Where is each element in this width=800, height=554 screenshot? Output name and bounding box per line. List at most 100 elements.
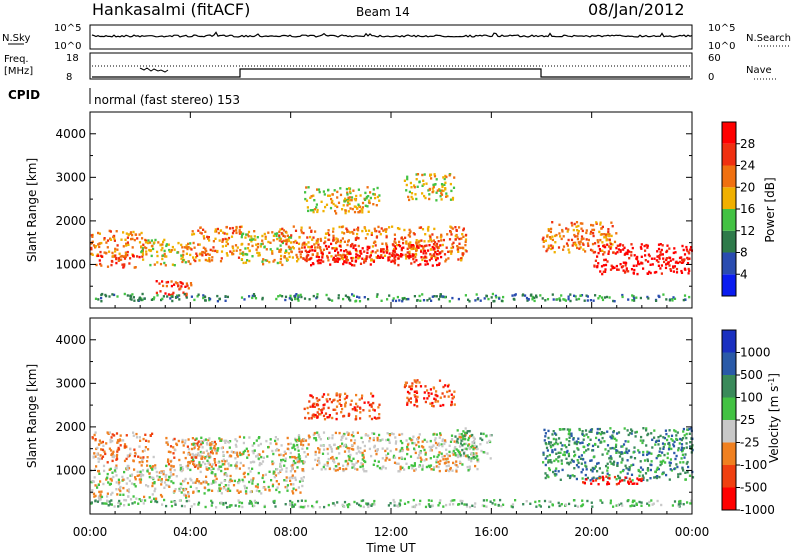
heatmap-cell — [632, 451, 635, 454]
heatmap-cell — [249, 499, 252, 503]
heatmap-cell — [235, 467, 238, 470]
heatmap-cell — [433, 455, 436, 458]
heatmap-cell — [322, 393, 326, 396]
heatmap-cell — [581, 229, 584, 233]
heatmap-cell — [248, 480, 251, 484]
heatmap-cell — [161, 243, 164, 246]
heatmap-cell — [524, 294, 527, 297]
heatmap-cell — [601, 471, 604, 474]
heatmap-cell — [395, 440, 398, 443]
heatmap-cell — [468, 465, 471, 468]
heatmap-cell — [197, 480, 201, 483]
heatmap-cell — [494, 503, 497, 506]
heatmap-cell — [619, 249, 622, 252]
heatmap-cell — [418, 445, 421, 448]
heatmap-cell — [602, 253, 605, 256]
heatmap-cell — [356, 468, 359, 471]
heatmap-cell — [577, 224, 580, 228]
heatmap-cell — [296, 297, 299, 301]
heatmap-cell — [352, 294, 355, 297]
heatmap-cell — [321, 408, 324, 411]
heatmap-cell — [101, 292, 104, 296]
heatmap-cell — [669, 256, 672, 260]
heatmap-cell — [227, 487, 230, 490]
heatmap-cell — [407, 195, 410, 199]
heatmap-cell — [218, 465, 221, 468]
heatmap-cell — [444, 439, 447, 442]
heatmap-cell — [686, 262, 690, 265]
heatmap-cell — [119, 255, 122, 258]
heatmap-cell — [203, 439, 206, 442]
heatmap-cell — [451, 198, 454, 201]
heatmap-cell — [633, 499, 636, 503]
heatmap-cell — [589, 428, 592, 432]
heatmap-cell — [591, 470, 594, 473]
heatmap-cell — [420, 244, 423, 248]
heatmap-cell — [97, 457, 100, 460]
heatmap-cell — [286, 489, 289, 492]
heatmap-cell — [426, 262, 429, 266]
heatmap-cell — [382, 229, 385, 232]
heatmap-cell — [217, 447, 220, 450]
heatmap-cell — [466, 465, 469, 469]
heatmap-cell — [168, 248, 171, 252]
colorbar-tick-label: -1000 — [740, 503, 775, 517]
heatmap-cell — [674, 261, 677, 264]
heatmap-cell — [172, 291, 175, 295]
heatmap-cell — [648, 500, 651, 504]
heatmap-cell — [258, 251, 261, 255]
heatmap-cell — [688, 427, 691, 431]
heatmap-cell — [552, 430, 555, 433]
heatmap-cell — [260, 492, 263, 495]
heatmap-cell — [208, 257, 211, 260]
heatmap-cell — [308, 437, 311, 440]
heatmap-cell — [170, 466, 173, 469]
heatmap-cell — [588, 430, 591, 433]
heatmap-cell — [557, 460, 560, 463]
heatmap-cell — [210, 499, 213, 503]
heatmap-cell — [197, 293, 200, 296]
heatmap-cell — [332, 227, 335, 230]
heatmap-cell — [542, 453, 545, 456]
heatmap-cell — [387, 438, 390, 441]
heatmap-cell — [222, 502, 225, 505]
heatmap-cell — [220, 439, 223, 442]
heatmap-cell — [393, 260, 396, 263]
heatmap-cell — [419, 385, 423, 388]
heatmap-cell — [161, 503, 164, 506]
heatmap-cell — [686, 249, 689, 253]
heatmap-cell — [226, 254, 229, 257]
heatmap-cell — [437, 444, 440, 447]
heatmap-cell — [650, 499, 653, 502]
noise-right-tick-top: 10^5 — [708, 23, 735, 34]
heatmap-cell — [346, 503, 349, 507]
heatmap-cell — [573, 450, 576, 453]
heatmap-cell — [597, 445, 600, 448]
heatmap-cell — [433, 295, 436, 298]
heatmap-cell — [615, 449, 618, 452]
heatmap-cell — [346, 295, 349, 299]
heatmap-cell — [436, 249, 439, 252]
heatmap-cell — [689, 445, 692, 448]
heatmap-cell — [252, 293, 256, 296]
heatmap-cell — [333, 258, 336, 261]
heatmap-cell — [257, 444, 260, 447]
heatmap-cell — [351, 463, 354, 466]
heatmap-cell — [491, 292, 494, 296]
heatmap-cell — [235, 464, 238, 468]
heatmap-cell — [569, 299, 572, 303]
heatmap-cell — [549, 441, 553, 444]
heatmap-cell — [129, 295, 133, 298]
heatmap-cell — [272, 470, 275, 473]
heatmap-cell — [141, 460, 144, 464]
heatmap-cell — [276, 486, 279, 489]
heatmap-cell — [448, 174, 451, 177]
heatmap-cell — [571, 244, 574, 247]
heatmap-cell — [339, 193, 343, 197]
heatmap-cell — [290, 234, 293, 237]
heatmap-cell — [580, 462, 583, 465]
heatmap-cell — [590, 430, 593, 433]
heatmap-cell — [99, 480, 102, 483]
heatmap-cell — [279, 248, 283, 251]
heatmap-cell — [256, 483, 259, 486]
